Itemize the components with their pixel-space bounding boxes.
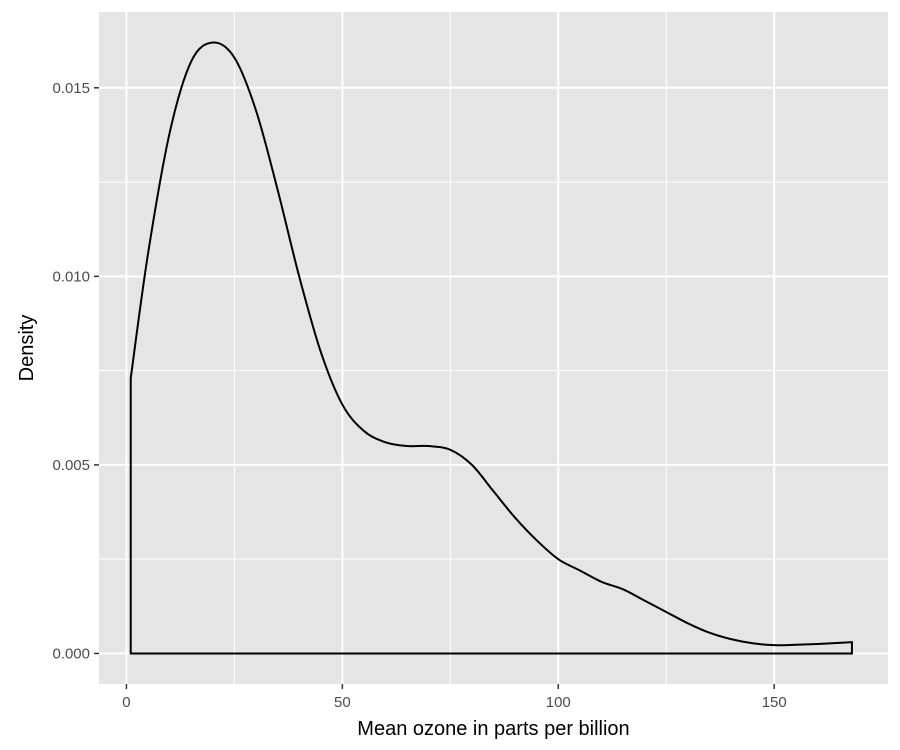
y-tick-label: 0.015 [52,80,90,97]
density-curve [129,41,853,655]
y-tick-label: 0.005 [52,457,90,474]
y-axis-title: Density [16,315,38,382]
plot-panel [99,12,888,684]
x-tick-label: 0 [122,694,130,711]
x-tick-label: 150 [762,694,787,711]
y-tick-label: 0.010 [52,268,90,285]
y-tick-label: 0.000 [52,645,90,662]
x-tick-label: 50 [334,694,351,711]
x-axis: 0 50 100 150 [122,684,787,711]
x-axis-title: Mean ozone in parts per billion [357,718,629,740]
minor-gridlines [99,12,888,684]
y-axis: 0.000 0.005 0.010 0.015 [52,80,99,662]
x-tick-label: 100 [546,694,571,711]
